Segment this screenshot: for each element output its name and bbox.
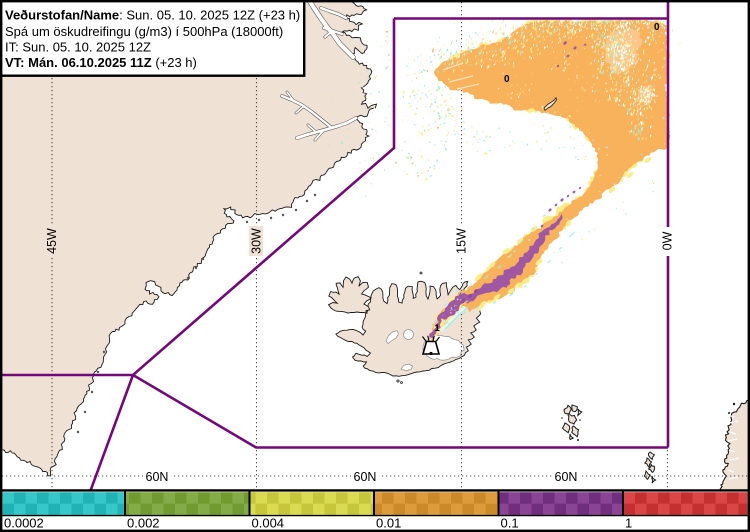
svg-text:VT: Mán. 06.10.2025 11Z (+23 h: VT: Mán. 06.10.2025 11Z (+23 h)	[5, 55, 197, 70]
svg-text:0.002: 0.002	[127, 516, 160, 531]
svg-text:0: 0	[654, 22, 660, 33]
svg-text:Spá um öskudreifingu (g/m3) í: Spá um öskudreifingu (g/m3) í 500hPa (18…	[5, 24, 283, 39]
svg-text:0.0002: 0.0002	[4, 516, 44, 531]
svg-text:0: 0	[504, 74, 510, 85]
svg-text:1: 1	[435, 323, 441, 334]
svg-text:1: 1	[625, 516, 632, 531]
svg-text:45W: 45W	[45, 228, 59, 254]
svg-text:IT: Sun. 05. 10. 2025 12Z: IT: Sun. 05. 10. 2025 12Z	[5, 40, 151, 55]
svg-text:0.01: 0.01	[376, 516, 401, 531]
svg-text:60N: 60N	[555, 470, 578, 484]
svg-text:0.1: 0.1	[501, 516, 519, 531]
svg-text:Veðurstofan/Name: Sun. 05. 10.: Veðurstofan/Name: Sun. 05. 10. 2025 12Z …	[5, 8, 300, 23]
svg-text:60N: 60N	[146, 470, 169, 484]
svg-text:30W: 30W	[250, 228, 264, 254]
svg-text:15W: 15W	[455, 228, 469, 254]
svg-text:0W: 0W	[661, 231, 675, 250]
svg-text:60N: 60N	[354, 470, 377, 484]
svg-text:0.004: 0.004	[252, 516, 285, 531]
